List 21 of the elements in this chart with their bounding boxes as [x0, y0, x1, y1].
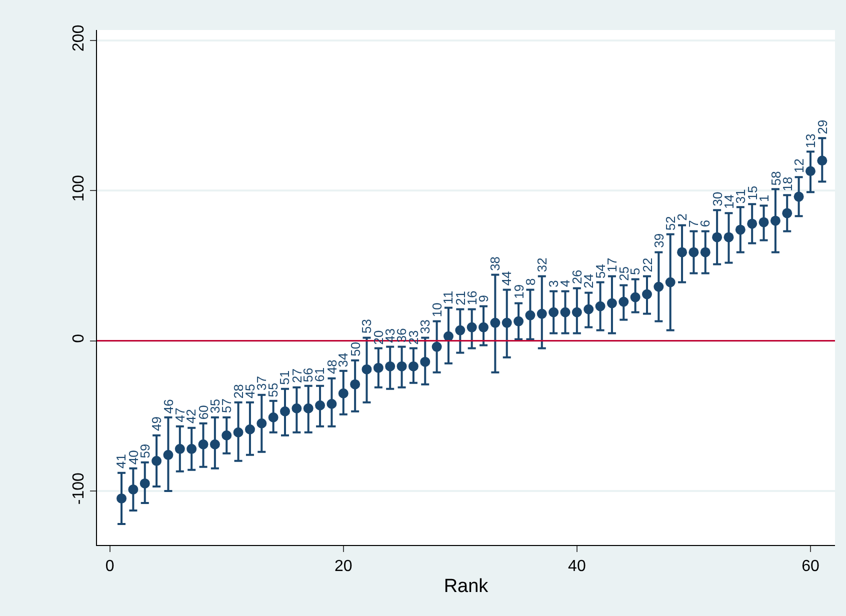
annotation: 38 [487, 256, 502, 271]
annotation: 49 [149, 416, 164, 431]
x-tick-label: 20 [334, 558, 352, 576]
y-tick-label: 200 [70, 24, 88, 52]
y-tick-label: 0 [70, 334, 88, 343]
x-axis-title: Rank [444, 576, 489, 597]
x-tick-label: 60 [802, 558, 820, 576]
y-tick-label: 100 [70, 174, 88, 202]
annotation: 29 [815, 120, 830, 134]
x-tick-label: 0 [105, 558, 114, 576]
annotation: 13 [802, 134, 818, 148]
annotation: 10 [430, 302, 445, 318]
annotation: 19 [511, 284, 526, 299]
y-tick-label: -100 [70, 472, 88, 505]
annotation: 32 [534, 258, 550, 272]
annotation: 44 [499, 271, 514, 286]
annotation: 8 [522, 278, 538, 286]
annotation: 12 [792, 158, 807, 173]
annotation: 39 [651, 233, 666, 248]
x-tick-label: 40 [568, 558, 586, 576]
annotation: 53 [358, 319, 374, 334]
